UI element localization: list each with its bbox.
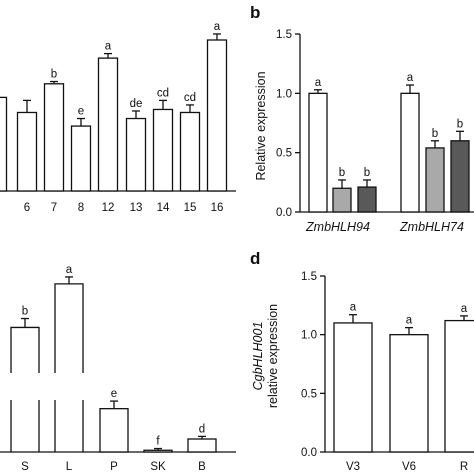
panel-a-8-bar <box>70 125 92 192</box>
panel-b-ZmbHLH94-s1-bar <box>308 92 328 213</box>
panel-b-ZmbHLH94-s3-bar <box>357 186 377 213</box>
panel-c-B-bar <box>187 438 217 453</box>
panel-d-y-tick-label: 0.0 <box>301 447 317 459</box>
panel-b-group-label-1: ZmbHLH94 <box>305 220 370 234</box>
panel-a-13-bar <box>125 117 147 192</box>
panel-a-14-bar <box>152 108 174 192</box>
panel-b-ZmbHLH94-s2-significance-label: b <box>339 167 345 179</box>
panel-a-12-significance-label: a <box>105 41 112 53</box>
panel-d-y-tick-label: 1.0 <box>301 330 317 342</box>
panel-d-chart: d CgbHLH001 relative expression 0.0 0.5 1.… <box>250 249 474 473</box>
panel-b-ZmbHLH74-s3-significance-label: b <box>457 118 463 130</box>
panel-b-letter: b <box>250 3 260 22</box>
panel-d-x-tick-label: V6 <box>402 461 416 473</box>
panel-b-ZmbHLH74-s2-bar <box>425 147 445 213</box>
panel-a-16-bar <box>206 39 228 192</box>
panel-a-x-tick-label: 15 <box>184 202 197 214</box>
panel-c-x-tick-label: S <box>21 461 29 473</box>
panel-c-P-bar <box>99 408 129 453</box>
panel-b-chart: b Relative expression ZmbHLH94 ZmbHLH74 … <box>250 3 474 234</box>
panel-a-15-significance-label: cd <box>184 92 196 104</box>
panel-d-y-axis-title-line2: relative expression <box>266 304 280 408</box>
panel-a-15-bar <box>179 111 201 192</box>
panel-c-L-significance-label: a <box>66 264 73 276</box>
panel-d-y-tick-label: 1.5 <box>301 271 317 283</box>
panel-c-x-tick-label: SK <box>150 461 166 473</box>
panel-d-x-tick-label: R <box>460 461 468 473</box>
panel-a-3-bar <box>0 96 8 192</box>
panel-d-y-tick-label: 0.5 <box>301 388 317 400</box>
panel-a-7-significance-label: b <box>51 69 57 81</box>
panel-c-S-bar-upper <box>10 326 40 373</box>
panel-d-V3-bar <box>333 322 373 453</box>
panel-d-V6-bar <box>389 334 429 453</box>
panel-b-ZmbHLH74-s1-significance-label: a <box>407 72 414 84</box>
panel-a-13-significance-label: de <box>130 98 143 110</box>
panel-a-chart: c36b7e8a12de13cd14cd15a16 <box>0 21 236 214</box>
panel-a-8-significance-label: e <box>78 106 84 118</box>
panel-c-SK-bar <box>143 449 173 453</box>
panel-a-x-tick-label: 7 <box>51 202 57 214</box>
panel-d-x-tick-label: V3 <box>346 461 360 473</box>
panel-a-16-significance-label: a <box>214 21 221 33</box>
panel-d-letter: d <box>250 249 260 268</box>
panel-b-ZmbHLH74-s2-significance-label: b <box>432 128 438 140</box>
panel-a-6-bar <box>16 111 38 192</box>
panel-a-x-tick-label: 8 <box>78 202 84 214</box>
panel-d-R-bar <box>444 319 474 453</box>
panel-c-S-significance-label: b <box>22 306 28 318</box>
panel-a-x-tick-label: 16 <box>211 202 224 214</box>
panel-a-14-significance-label: cd <box>157 87 169 99</box>
panel-b-ZmbHLH94-s2-bar <box>332 187 352 213</box>
panel-b-y-tick-label: 1.0 <box>276 88 292 100</box>
panel-a-x-tick-label: 6 <box>24 202 30 214</box>
panel-b-y-tick-label: 1.5 <box>276 29 292 41</box>
panel-b-y-axis-title: Relative expression <box>254 71 268 180</box>
panel-c-SK-significance-label: f <box>156 436 160 448</box>
panel-d-y-axis-title-line1: CgbHLH001 <box>251 322 265 391</box>
panel-a-7-bar <box>43 83 65 192</box>
panel-c-chart: b Sa Le Pf SK d B <box>0 264 236 473</box>
panel-c-B-significance-label: d <box>199 423 205 435</box>
panel-b-ZmbHLH74-s1-bar <box>400 92 420 213</box>
panel-a-x-tick-label: 13 <box>130 202 143 214</box>
panel-b-y-tick-label: 0.5 <box>276 148 292 160</box>
panel-b-ZmbHLH94-s1-significance-label: a <box>315 77 322 89</box>
panel-c-S-bar-lower <box>10 400 40 452</box>
panel-d-V3-significance-label: a <box>350 302 357 314</box>
panel-b-ZmbHLH94-s3-significance-label: b <box>364 167 370 179</box>
panel-c-x-tick-label: P <box>110 461 118 473</box>
panel-a-12-bar <box>97 57 119 192</box>
panel-c-x-tick-label: B <box>198 461 206 473</box>
panel-b-group-label-2: ZmbHLH74 <box>399 220 464 234</box>
panel-a-x-tick-label: 12 <box>102 202 115 214</box>
panel-c-L-bar-lower <box>54 400 84 452</box>
panel-b-ZmbHLH74-s3-bar <box>450 140 470 213</box>
panel-c-x-tick-label: L <box>66 461 73 473</box>
panel-c-L-bar-upper <box>54 283 84 373</box>
panel-c-P-significance-label: e <box>111 388 117 400</box>
panel-b-y-tick-label: 0.0 <box>276 207 292 219</box>
panel-a-x-tick-label: 14 <box>157 202 170 214</box>
panel-d-V6-significance-label: a <box>406 315 413 327</box>
panel-d-R-significance-label: a <box>461 303 468 315</box>
